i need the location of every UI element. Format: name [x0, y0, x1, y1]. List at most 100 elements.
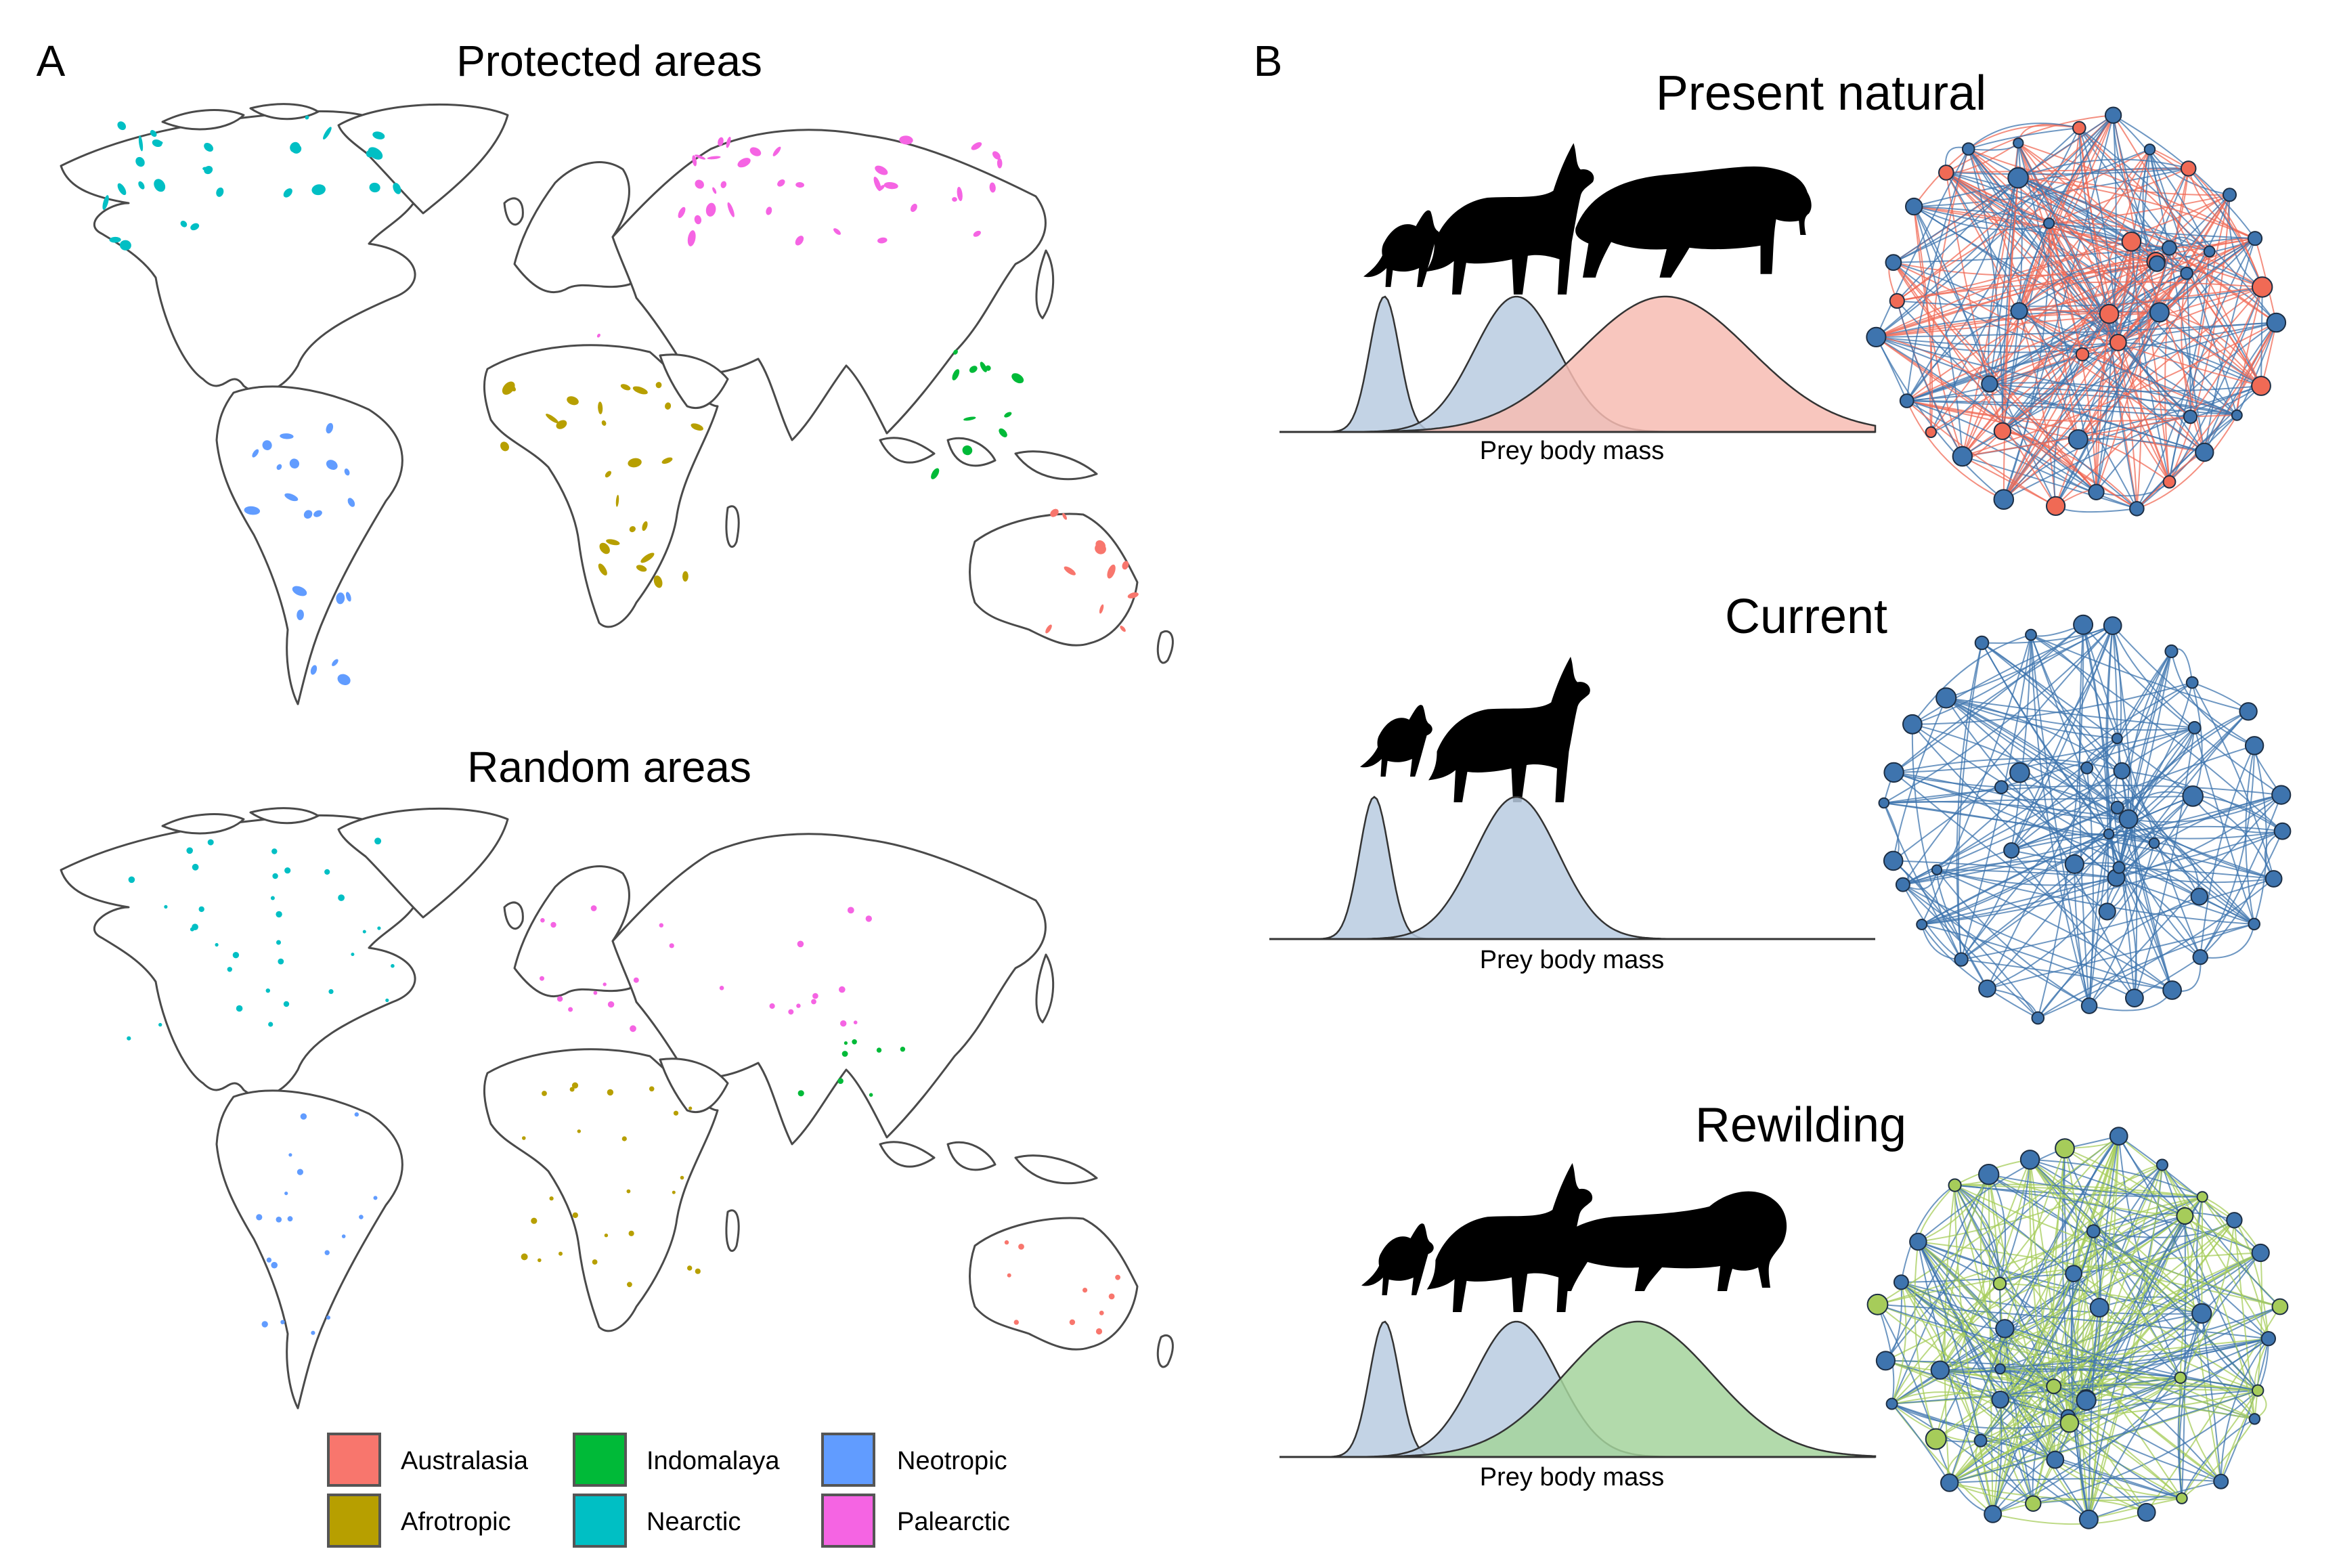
map-title-random: Random areas [467, 743, 751, 791]
network-edge [2018, 177, 2256, 240]
network-edge [1961, 711, 2249, 960]
protected-area-patch [244, 506, 261, 515]
network-edge [2088, 1215, 2186, 1520]
network-edge [2003, 263, 2158, 500]
network-edge [2030, 1158, 2185, 1217]
network-edge [1883, 802, 2274, 879]
network-edge [2082, 353, 2237, 416]
network-edge [2149, 149, 2230, 196]
network-node [2064, 854, 2084, 874]
network-edge [2000, 786, 2117, 879]
network-edge [2137, 414, 2238, 510]
protected-area-patch [695, 154, 706, 160]
network-edge [2053, 1231, 2095, 1387]
random-area-dot [192, 863, 199, 871]
protected-area-patch [606, 539, 620, 546]
random-area-dot [385, 998, 389, 1003]
network-edge [1876, 336, 2118, 347]
random-area-dot [559, 1251, 563, 1256]
random-area-dot [788, 1009, 794, 1015]
network-edge [2055, 1459, 2183, 1500]
network-edge [1992, 1376, 2181, 1515]
random-area-dot [568, 1007, 573, 1012]
random-area-dot [844, 1041, 848, 1045]
random-area-dot [207, 839, 214, 846]
network-edge [2200, 794, 2282, 958]
random-area-dot [769, 1003, 775, 1009]
network-node [1940, 1473, 1959, 1492]
protected-area-patch [599, 542, 610, 554]
network-node [2025, 1495, 2042, 1512]
network-edge [1917, 1174, 1990, 1243]
network-edge [2106, 796, 2193, 912]
network-node [2009, 762, 2030, 783]
network-edge [1875, 114, 2114, 338]
protected-area-patch [109, 236, 121, 243]
network-node [2080, 761, 2094, 775]
network-node [1899, 393, 1915, 408]
network-edge [1875, 148, 1969, 338]
network-edge [1935, 1328, 2006, 1439]
random-area-dot [1018, 1244, 1024, 1250]
network-edge [2064, 1148, 2261, 1254]
protected-area-patch [1011, 373, 1024, 384]
random-area-dot [1095, 1328, 1103, 1335]
protected-area-patch [962, 445, 973, 456]
protected-area-patch [154, 179, 166, 192]
network-node [2191, 1303, 2212, 1324]
network-edge [1982, 625, 2114, 644]
protected-area-patch [336, 592, 345, 605]
network-edge [2049, 222, 2256, 240]
random-area-dot [633, 977, 639, 983]
network-edge [1902, 884, 2090, 1007]
network-edge [1906, 311, 2160, 401]
protected-area-patch [102, 195, 109, 211]
network-edge [1906, 400, 2191, 418]
random-area-dot [550, 921, 556, 928]
protected-area-patch [276, 464, 282, 471]
random-area-dot [276, 911, 282, 918]
protected-area-patch [952, 369, 960, 380]
network-edge [1894, 624, 2084, 773]
network-edge [1939, 1135, 2120, 1371]
network-edge [2168, 247, 2277, 324]
network-node [2113, 762, 2131, 780]
network-edge [2192, 796, 2283, 833]
protected-area-patch [989, 182, 996, 193]
network-edge [2189, 286, 2263, 418]
network-edge [1902, 794, 2282, 886]
network-edge [1913, 206, 2049, 231]
network-edge [1897, 238, 2256, 302]
network-node [1885, 1397, 1898, 1410]
network-edge [1876, 336, 2237, 416]
protected-area-patch [997, 158, 1003, 169]
network-node [1995, 1319, 2015, 1338]
protected-area-patch [303, 510, 313, 519]
protected-area-patch [605, 471, 611, 478]
network-edge [1893, 860, 2117, 879]
network-edge [2074, 710, 2249, 865]
protected-area-patch [653, 575, 663, 588]
protected-area-patch [216, 187, 224, 197]
random-area-dot [604, 1234, 609, 1238]
network-edge [1989, 383, 2262, 393]
protected-area-patch [345, 592, 351, 602]
network-edge [1979, 1231, 2095, 1441]
random-area-dot [324, 1250, 330, 1255]
network-node [2244, 736, 2265, 756]
network-edge [1948, 1135, 2120, 1483]
random-area-dot [266, 1257, 272, 1263]
legend-item-indomalaya: Indomalaya [573, 1433, 780, 1487]
network-edge [1987, 923, 2254, 990]
random-area-dot [311, 1330, 315, 1335]
protected-area-patch [153, 140, 163, 145]
network-edge [2127, 651, 2172, 819]
random-area-dot [256, 1214, 263, 1221]
network-edge [1921, 923, 2038, 1019]
network-node [2251, 376, 2271, 396]
world-outline-top [60, 103, 1174, 705]
protected-area-patch [332, 659, 338, 666]
prey-mass-distributions-current [1279, 796, 1875, 940]
random-area-dot [900, 1047, 906, 1052]
random-area-dot [354, 1112, 359, 1117]
